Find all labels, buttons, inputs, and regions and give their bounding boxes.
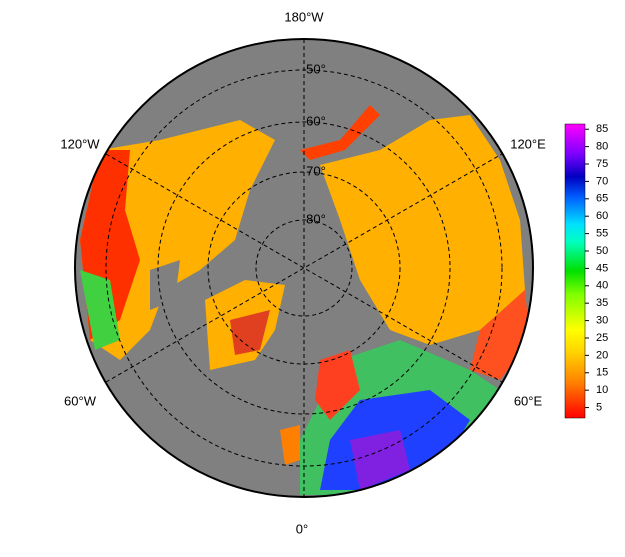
colorbar-tick-label: 35 (596, 297, 608, 309)
colorbar-tick-label: 45 (596, 262, 608, 274)
colorbar-tick-label: 30 (596, 314, 608, 326)
colorbar-tick-label: 85 (596, 123, 608, 135)
colorbar-tick-label: 20 (596, 349, 608, 361)
map-border (74, 38, 534, 498)
colorbar-tick-label: 70 (596, 175, 608, 187)
latitude-label: 80° (306, 211, 326, 226)
longitude-label: 180°W (284, 9, 324, 24)
colorbar-tick-label: 75 (596, 158, 608, 170)
longitude-label: 120°E (510, 136, 546, 151)
colorbar-tick-label: 40 (596, 280, 608, 292)
colorbar-tick-label: 10 (596, 384, 608, 396)
colorbar-tick-label: 55 (596, 228, 608, 240)
longitude-label: 60°E (514, 393, 543, 408)
latitude-label: 50° (306, 61, 326, 76)
colorbar-tick-label: 25 (596, 332, 608, 344)
latitude-label: 60° (306, 113, 326, 128)
colorbar-tick-label: 15 (596, 367, 608, 379)
map-disc (75, 39, 533, 497)
longitude-label: 0° (296, 521, 308, 536)
longitude-label: 120°W (60, 136, 100, 151)
colorbar-tick-label: 60 (596, 210, 608, 222)
latitude-label: 70° (306, 163, 326, 178)
colorbar (564, 123, 586, 419)
longitude-label: 60°W (64, 393, 97, 408)
colorbar-tick-label: 5 (596, 401, 602, 413)
colorbar-tick-label: 80 (596, 141, 608, 153)
colorbar-tick-label: 65 (596, 193, 608, 205)
colorbar-tick-label: 50 (596, 245, 608, 257)
